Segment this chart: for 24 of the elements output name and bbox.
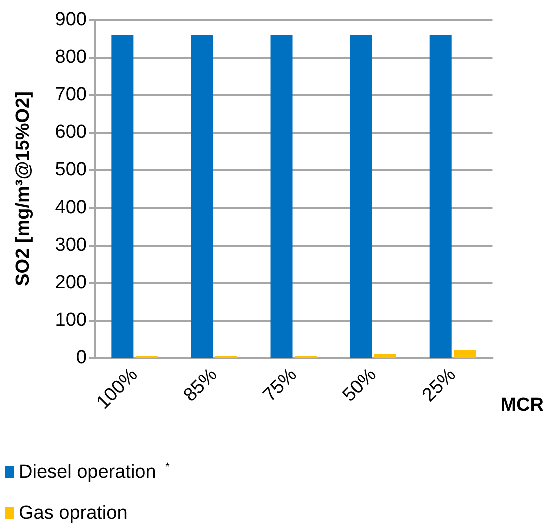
- y-tick-label: 800: [55, 47, 87, 68]
- y-tick-label: 200: [55, 272, 87, 294]
- y-tick-label: 700: [55, 84, 87, 106]
- bar: [430, 35, 452, 358]
- y-tick-label: 100: [55, 310, 87, 331]
- y-axis-title: SO2 [mg/m³@15%O2]: [13, 92, 34, 286]
- y-tick-label: 900: [55, 10, 87, 30]
- x-tick-label: 85%: [180, 364, 222, 406]
- y-tick-label: 400: [55, 197, 87, 218]
- y-tick-label: 500: [55, 160, 87, 181]
- y-tick-label: 600: [55, 122, 87, 144]
- legend-label: Gas opration: [19, 503, 128, 524]
- x-tick-label: 50%: [339, 364, 381, 406]
- legend-label: Diesel operation *: [19, 462, 171, 483]
- x-axis-title: MCR: [500, 395, 544, 416]
- bar: [270, 35, 293, 358]
- bar: [112, 35, 134, 358]
- y-tick-label: 0: [76, 348, 87, 368]
- bar: [350, 35, 372, 358]
- y-tick-label: 300: [55, 234, 87, 256]
- bar: [191, 35, 214, 358]
- bar: [374, 354, 397, 358]
- bar: [454, 350, 476, 358]
- x-tick-label: 75%: [260, 364, 302, 406]
